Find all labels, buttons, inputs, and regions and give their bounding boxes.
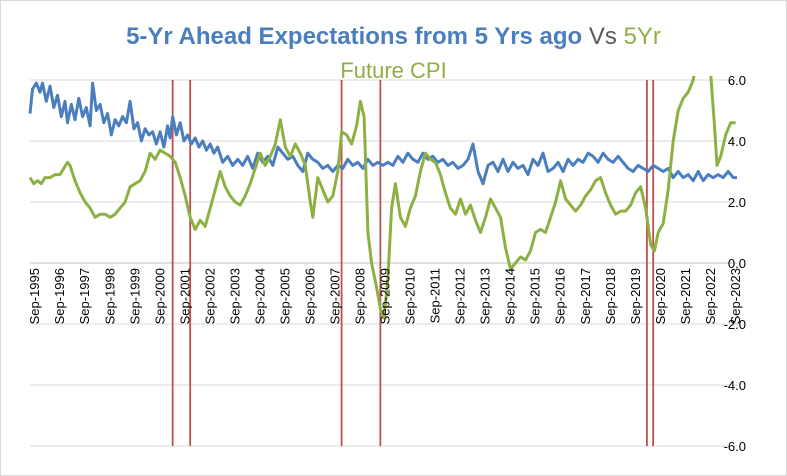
- x-tick-label: Sep-2015: [528, 268, 543, 324]
- x-tick-label: Sep-2018: [603, 268, 618, 324]
- x-tick-label: Sep-2005: [277, 268, 292, 324]
- chart-title-line2: Future CPI: [340, 58, 447, 83]
- x-axis-ticks: Sep-1995 Sep-1996 Sep-1997 Sep-1998 Sep-1999…: [27, 268, 743, 324]
- recession-lines: [171, 80, 655, 446]
- x-tick-label: Sep-1998: [102, 268, 117, 324]
- y-tick-label: 0.0: [728, 256, 746, 271]
- x-tick-label: Sep-2013: [478, 268, 493, 324]
- series-line-1: [28, 76, 736, 320]
- x-tick-label: Sep-2012: [453, 268, 468, 324]
- x-tick-label: Sep-2003: [227, 268, 242, 324]
- x-tick-label: Sep-2016: [553, 268, 568, 324]
- x-tick-label: Sep-1997: [77, 268, 92, 324]
- x-tick-label: Sep-1996: [52, 268, 67, 324]
- x-tick-label: Sep-1999: [127, 268, 142, 324]
- x-tick-label: Sep-2021: [678, 268, 693, 324]
- x-tick-label: Sep-2008: [353, 268, 368, 324]
- gridlines: [30, 79, 737, 447]
- y-tick-label: 4.0: [728, 134, 746, 149]
- x-tick-label: Sep-2009: [378, 268, 393, 324]
- x-tick-label: Sep-2019: [628, 268, 643, 324]
- x-tick-label: Sep-2011: [428, 268, 443, 323]
- x-tick-label: Sep-2002: [202, 268, 217, 324]
- x-tick-label: Sep-2000: [152, 268, 167, 324]
- x-tick-label: Sep-2004: [252, 268, 267, 324]
- y-tick-label: 2.0: [728, 195, 746, 210]
- x-tick-label: Sep-2022: [703, 268, 718, 324]
- y-tick-label: -6.0: [724, 439, 746, 454]
- series-group: [28, 76, 737, 320]
- x-tick-label: Sep-1995: [27, 268, 42, 324]
- x-tick-label: Sep-2023: [728, 268, 743, 324]
- y-tick-label: -4.0: [724, 378, 746, 393]
- title-part-vs: Vs: [582, 23, 624, 50]
- x-tick-label: Sep-2017: [578, 268, 593, 324]
- x-tick-label: Sep-2014: [503, 268, 518, 324]
- y-axis-ticks: -6.0 -4.0 -2.0 0.0 2.0 4.0 6.0: [724, 73, 746, 454]
- x-tick-label: Sep-2020: [653, 268, 668, 324]
- series-line-0: [28, 81, 737, 186]
- x-tick-label: Sep-2010: [403, 268, 418, 324]
- x-tick-label: Sep-2001: [177, 268, 192, 324]
- x-tick-label: Sep-2006: [303, 268, 318, 324]
- title-part-expectations: 5-Yr Ahead Expectations from 5 Yrs ago: [126, 23, 583, 50]
- title-part-5yr: 5Yr: [623, 23, 661, 50]
- chart-title: 5-Yr Ahead Expectations from 5 Yrs ago V…: [0, 20, 787, 54]
- x-tick-label: Sep-2007: [328, 268, 343, 324]
- y-tick-label: -2.0: [724, 317, 746, 332]
- y-tick-label: 6.0: [728, 73, 746, 88]
